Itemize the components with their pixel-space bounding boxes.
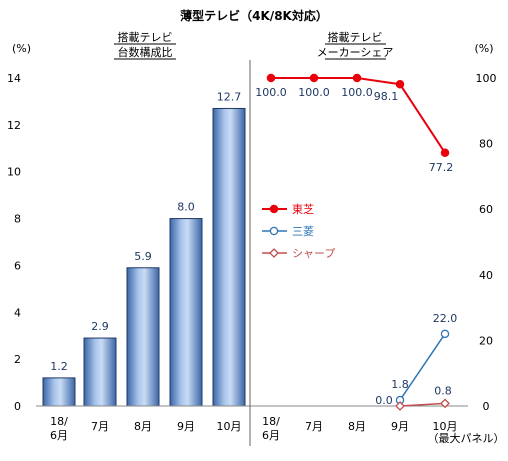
right-x-tick-0-1: 6月 [262,429,280,442]
legend-marker-2 [269,248,279,258]
series-0-point-1 [309,73,319,83]
series-0-point-3 [395,79,405,89]
left-y-tick-14: 14 [7,72,21,85]
left-y-tick-10: 10 [7,166,21,179]
series-line-1 [399,333,446,401]
legend-marker-0 [269,204,279,214]
bar-1 [83,337,117,407]
bar-0 [42,377,76,407]
bar-label-2: 5.9 [134,250,152,263]
series-0-label-2: 100.0 [341,86,373,99]
series-2-label-4: 0.8 [434,384,452,397]
bar-2 [126,267,160,407]
right-x-tick-4-0: 10月 [433,420,458,433]
right-y-tick-40: 40 [479,269,493,282]
legend-label-1: 三菱 [292,225,314,238]
left-x-tick-3-0: 9月 [177,420,195,433]
series-2-point-3 [395,401,405,411]
series-0-label-4: 77.2 [429,161,454,174]
left-y-tick-4: 4 [14,306,21,319]
right-y-tick-80: 80 [479,138,493,151]
right-y-tick-100: 100 [476,72,497,85]
right-subtitle-2: メーカーシェア [317,46,394,59]
bar-label-4: 12.7 [217,90,242,103]
bar-label-3: 8.0 [177,201,195,214]
series-0-point-2 [352,73,362,83]
left-y-unit: (%) [12,42,31,55]
left-x-tick-0-1: 6月 [50,429,68,442]
legend-label-2: シャープ [292,247,335,260]
chart-title: 薄型テレビ（4K/8K対応） [180,8,328,23]
right-x-tick-2-0: 8月 [348,420,366,433]
left-x-tick-4-0: 10月 [217,420,242,433]
series-1-point-4 [440,329,450,339]
left-x-tick-0-0: 18/ [50,415,68,428]
bar-4 [212,107,246,407]
right-x-tick-3-0: 9月 [391,420,409,433]
series-0-label-1: 100.0 [298,86,330,99]
left-subtitle-2: 台数構成比 [118,45,173,59]
legend-marker-1 [269,226,279,236]
left-y-tick-8: 8 [14,213,21,226]
series-0-label-3: 98.1 [374,90,399,103]
series-0-point-0 [266,73,276,83]
right-x-tick-1-0: 7月 [305,420,323,433]
left-y-tick-6: 6 [14,259,21,272]
right-y-tick-60: 60 [479,203,493,216]
right-y-unit: (%) [474,42,493,55]
left-x-tick-2-0: 8月 [134,420,152,433]
left-y-tick-2: 2 [14,353,21,366]
legend-label-0: 東芝 [292,203,314,216]
series-1-label-3: 1.8 [391,378,409,391]
bar-3 [169,218,203,407]
bar-label-1: 2.9 [91,320,109,333]
bar-label-0: 1.2 [50,360,68,373]
series-1-label-4: 22.0 [433,312,458,325]
left-subtitle-1: 搭載テレビ [118,31,173,44]
right-x-tick-0-0: 18/ [262,415,280,428]
left-x-tick-1-0: 7月 [91,420,109,433]
series-0-label-0: 100.0 [255,86,287,99]
series-2-label-3: 0.0 [375,394,393,407]
left-y-tick-12: 12 [7,119,21,132]
right-y-tick-0: 0 [483,400,490,413]
right-footnote: （最大パネル） [428,431,505,445]
series-0-point-4 [440,148,450,158]
right-y-tick-20: 20 [479,334,493,347]
series-2-point-4 [440,398,450,409]
series-line-2 [399,402,446,407]
left-y-tick-0: 0 [14,400,21,413]
right-subtitle-1: 搭載テレビ [328,31,383,44]
